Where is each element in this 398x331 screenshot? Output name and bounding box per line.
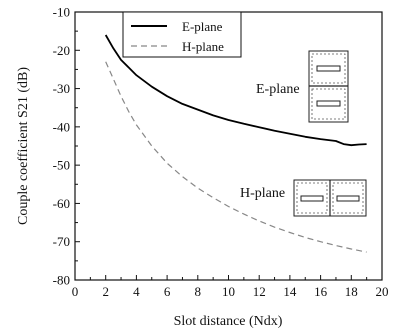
y-tick-label: -30 [53,81,70,96]
series-line-e-plane [104,34,367,147]
series-layer [104,34,367,253]
e-plane-bottom-cell [311,88,346,120]
x-tick-label: 18 [345,284,358,299]
y-axis-title: Couple coefficient S21 (dB) [16,67,31,225]
legend-label-e-plane: E-plane [182,19,223,34]
e-plane-slot-diagram [308,50,349,123]
h-plane-slot-diagram [293,179,367,217]
h-plane-right-slot [336,195,360,202]
legend: E-plane H-plane [122,11,242,58]
y-tick-label: -40 [53,119,70,134]
ticks [74,11,383,281]
legend-label-h-plane: H-plane [182,39,224,54]
x-tick-label: 14 [283,284,297,299]
y-tick-label: -60 [53,196,70,211]
x-tick-label: 10 [222,284,235,299]
h-plane-left-cell [296,182,328,214]
h-plane-annotation: H-plane [240,179,367,217]
e-plane-top-cell [311,53,346,84]
y-tick-label: -10 [53,5,70,20]
h-plane-left-slot [300,195,324,202]
x-tick-label: 6 [164,284,171,299]
h-plane-annotation-label: H-plane [240,186,285,201]
x-tick-label: 12 [253,284,266,299]
x-tick-label: 8 [195,284,202,299]
series-line-h-plane [105,61,367,253]
e-plane-top-slot [316,65,341,72]
legend-box [122,11,242,58]
y-tick-label: -70 [53,234,70,249]
y-tick-label: -20 [53,43,70,58]
x-tick-label: 0 [72,284,79,299]
x-tick-label: 4 [133,284,140,299]
h-plane-right-cell [332,182,364,214]
x-tick-label: 16 [314,284,328,299]
e-plane-annotation: E-plane [256,50,349,123]
x-tick-label: 20 [376,284,389,299]
e-plane-annotation-label: E-plane [256,82,300,97]
x-tick-label: 2 [102,284,109,299]
x-axis-title: Slot distance (Ndx) [174,314,283,329]
y-tick-label: -80 [53,273,70,288]
e-plane-bottom-slot [316,100,341,107]
tick-labels: 0 2 4 6 8 10 12 14 16 18 20 -10 -20 -30 -40 -50 -60 -70 -8… [53,5,389,300]
y-tick-label: -50 [53,158,70,173]
